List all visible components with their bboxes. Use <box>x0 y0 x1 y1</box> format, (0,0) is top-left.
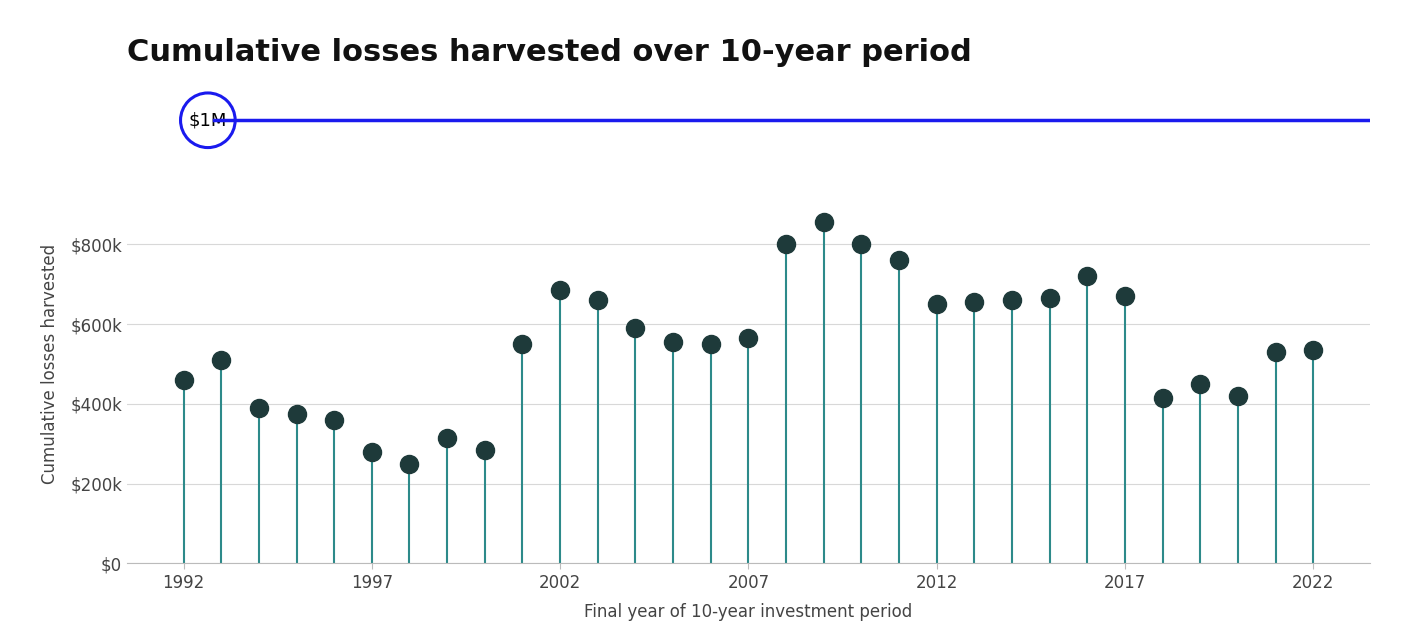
Text: $1M: $1M <box>189 111 227 129</box>
Y-axis label: Cumulative losses harvested: Cumulative losses harvested <box>41 244 59 484</box>
Text: Cumulative losses harvested over 10-year period: Cumulative losses harvested over 10-year… <box>127 38 971 67</box>
X-axis label: Final year of 10-year investment period: Final year of 10-year investment period <box>585 603 912 621</box>
